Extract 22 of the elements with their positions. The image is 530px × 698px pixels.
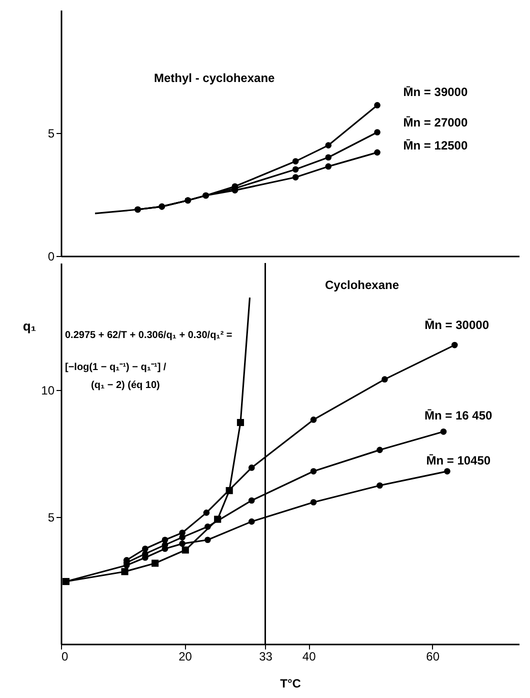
series-label: M̄n = 30000 [424,318,490,332]
x-tick-label: 0 [62,650,68,664]
y-tick-label: 0 [48,250,55,264]
series-label: M̄n = 12500 [403,138,468,152]
x-tick-label: 60 [426,650,440,664]
x-tick-label: 33 [259,650,273,664]
y-tick-label: 5 [48,126,55,140]
y-tick-label: 10 [41,384,55,398]
annotation: (q₁ − 2) (éq 10) [91,380,160,391]
annotation: 0.2975 + 62/T + 0.306/q₁ + 0.30/q₁² = [65,330,232,341]
x-axis-title: T°C [280,676,302,690]
series-label: M̄n = 27000 [403,115,468,130]
series-label: M̄n = 39000 [403,85,468,100]
annotation: Cyclohexane [325,278,400,292]
series-label: M̄n = 16 450 [424,408,493,423]
annotation: [−log(1 − q₁⁻¹) − q₁⁻¹] / [65,362,166,373]
series-label: M̄n = 10450 [426,453,491,468]
annotation: Methyl - cyclohexane [154,71,276,85]
y-tick-label: 5 [48,510,55,524]
x-tick-label: 40 [302,650,316,664]
y-axis-title: q₁ [22,318,36,334]
x-tick-label: 20 [178,650,192,664]
